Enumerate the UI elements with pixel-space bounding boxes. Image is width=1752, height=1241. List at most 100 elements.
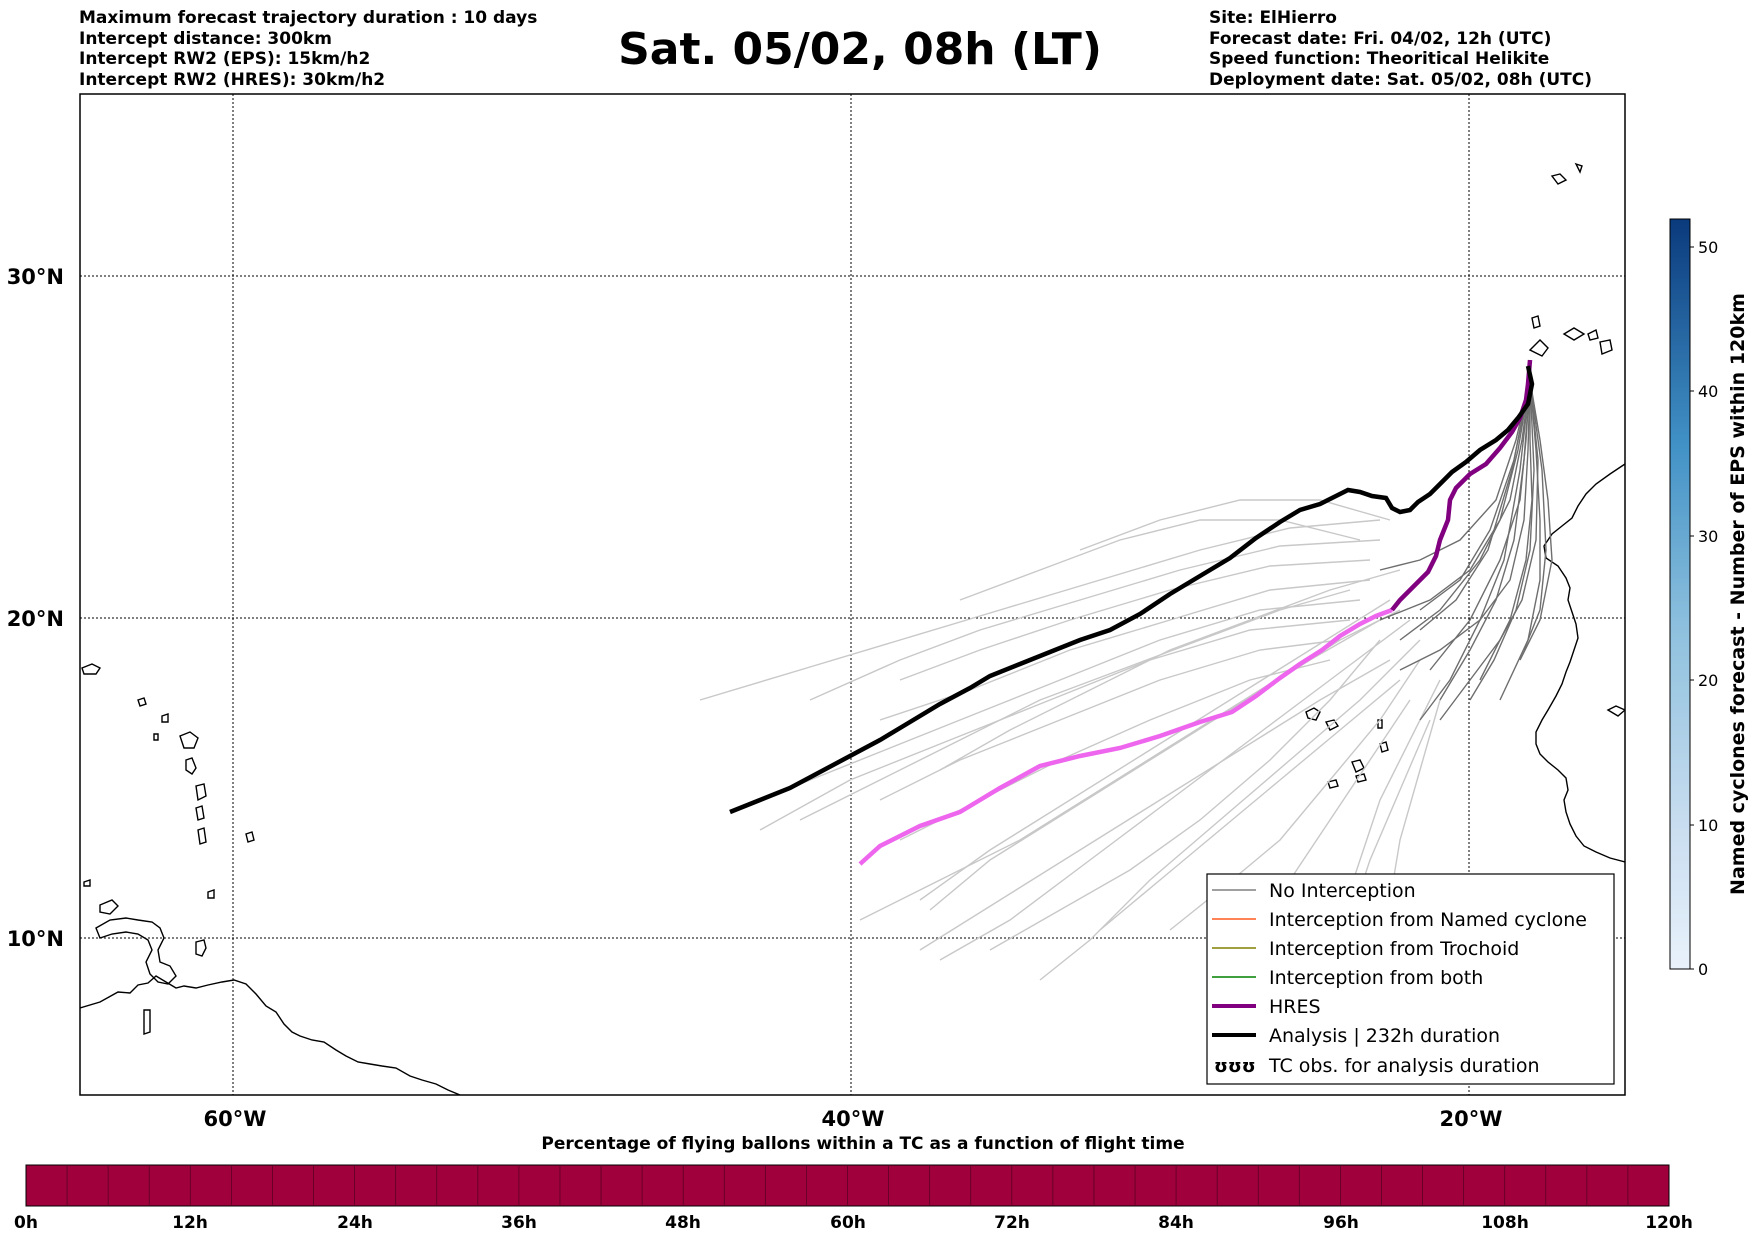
eps-track [989,639,1381,951]
colorbar-bottom-divisions [66,1165,1629,1206]
canary-5 [1587,328,1599,341]
map-gridlines [80,94,1625,1095]
caribbean-island-9 [143,1009,151,1035]
eps-track [1439,379,1531,701]
tc-symbol-icon: ʊʊʊ [1214,1056,1256,1077]
eps-track [1399,379,1531,641]
colorbar-bottom-tick: 48h [665,1213,701,1233]
legend-label: No Interception [1269,880,1416,902]
header-right-line: Forecast date: Fri. 04/02, 12h (UTC) [1209,28,1552,49]
caribbean-island-6 [195,805,205,821]
caribbean-island-2 [81,663,102,675]
eps-track [1469,379,1535,701]
eps-track [1389,699,1441,901]
page-title: Sat. 05/02, 08h (LT) [618,24,1102,75]
colorbar-bottom-tick: 24h [337,1213,373,1233]
legend-label: HRES [1269,996,1321,1018]
colorbar-right-gradient [1669,218,1691,970]
eps-track [1379,379,1531,621]
legend-label: Analysis | 232h duration [1269,1025,1500,1047]
madeira-2 [1574,162,1583,174]
eps-track [1039,639,1421,981]
eps-track [899,559,1371,681]
eps-track [1099,679,1401,931]
colorbar-right: 50 40 30 20 10 0 Named cyclones forecast… [1669,218,1749,979]
legend-label: Interception from Trochoid [1269,938,1519,960]
legend-item-tc-obs: ʊʊʊ TC obs. for analysis duration [1214,1055,1540,1077]
africa-coast-islands [1606,705,1625,717]
lat-label: 30°N [7,265,64,289]
colorbar-right-tick: 0 [1698,960,1708,979]
header-left-line: Intercept distance: 300km [79,28,332,49]
eps-track [1419,379,1531,611]
colorbar-right-tick: 10 [1698,816,1718,835]
eps-track [959,519,1361,601]
lon-label: 60°W [204,1107,267,1131]
colorbar-bottom-tick: 36h [501,1213,537,1233]
caribbean-island-11 [83,879,91,887]
colorbar-bottom-tick: 72h [994,1213,1030,1233]
eps-track [1523,379,1547,651]
colorbar-bottom-ticks: 0h 12h 24h 36h 48h 60h 72h 84h 96h 108h … [14,1213,1693,1233]
caribbean-island-12 [137,697,147,707]
map-area [80,94,1625,1095]
eps-track [1499,379,1541,701]
eps-track [1079,499,1391,551]
eps-track [699,519,1381,701]
eps-track [919,599,1391,901]
eps-track [799,589,1351,821]
colorbar-bottom-tick: 84h [1158,1213,1194,1233]
colorbar-bottom-tick: 12h [172,1213,208,1233]
colorbar-right-tick: 20 [1698,671,1718,690]
colorbar-right-tick: 40 [1698,382,1718,401]
legend: No Interception Interception from Named … [1206,873,1615,1085]
legend-label: Interception from both [1269,967,1483,989]
caribbean-island-7 [197,827,207,845]
eps-track [939,619,1411,961]
cape-verde-1 [1305,707,1321,721]
caribbean-island-1 [99,899,119,915]
canary-4 [1531,315,1541,329]
canary-1 [1528,339,1549,357]
eps-track [1439,379,1539,721]
eps-track [809,539,1381,701]
colorbar-right-tick: 30 [1698,527,1718,546]
eps-track [759,619,1351,831]
caribbean-island-8 [245,831,255,843]
colorbar-right-tick: 50 [1698,238,1718,257]
legend-label: TC obs. for analysis duration [1268,1055,1540,1077]
cape-verde-5 [1327,779,1339,789]
legend-item-analysis: Analysis | 232h duration [1212,1025,1500,1047]
venezuela-peninsula [95,917,177,985]
lat-label: 10°N [7,927,64,951]
caribbean-island-5 [195,783,207,802]
header-left-line: Intercept RW2 (EPS): 15km/h2 [79,49,371,69]
canary-2 [1562,327,1586,341]
caribbean-island-14 [153,733,159,741]
legend-item-trochoid: Interception from Trochoid [1212,938,1519,960]
analysis-trajectory [729,365,1535,815]
header-left: Maximum forecast trajectory duration : 1… [79,8,537,90]
legend-item-hres: HRES [1212,996,1321,1018]
header-right-line: Speed function: Theoritical Helikite [1209,49,1550,69]
header-left-line: Intercept RW2 (HRES): 30km/h2 [79,69,386,90]
caribbean-island-4 [185,757,197,775]
caribbean-island-13 [161,713,169,723]
eps-track [1399,379,1531,671]
eps-track [759,599,1361,801]
caribbean-island-3 [179,731,199,749]
hres-trajectory-faded [858,607,1393,866]
legend-item-both: Interception from both [1212,967,1483,989]
header-right-line: Site: ElHierro [1209,8,1337,28]
header-right: Site: ElHierro Forecast date: Fri. 04/02… [1209,8,1592,90]
colorbar-bottom-tick: 120h [1645,1213,1693,1233]
colorbar-bottom-tick: 96h [1323,1213,1359,1233]
trinidad [195,939,207,957]
lon-label: 40°W [822,1107,885,1131]
eps-track [1379,379,1531,571]
header-left-line: Maximum forecast trajectory duration : 1… [79,8,538,28]
caribbean-island-10 [207,889,215,899]
lat-label: 20°N [7,607,64,631]
eps-track [939,569,1401,771]
